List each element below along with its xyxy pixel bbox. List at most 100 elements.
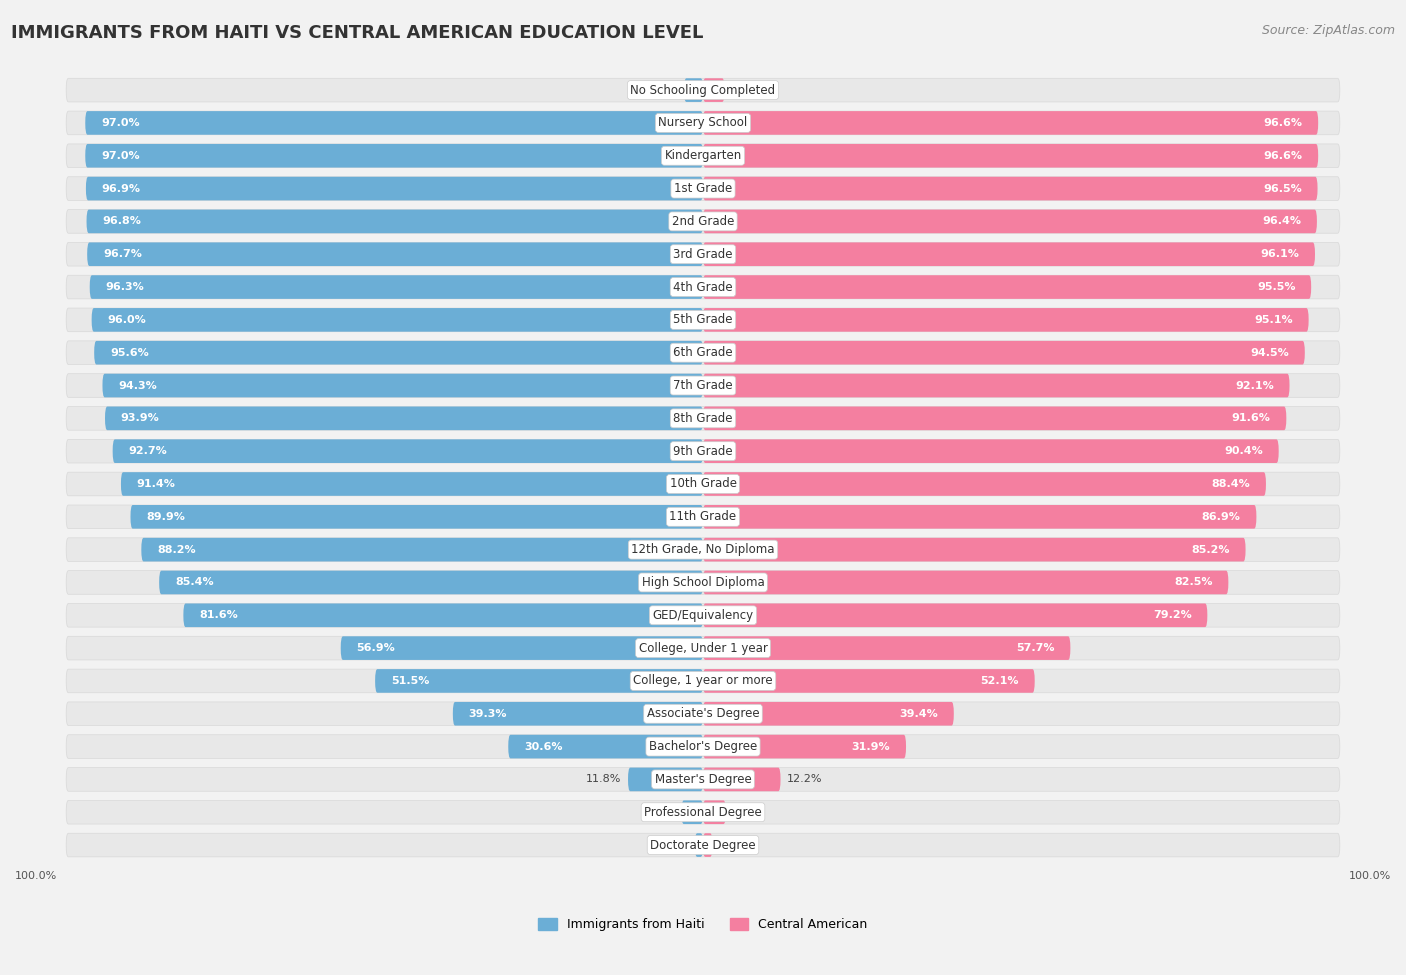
FancyBboxPatch shape: [703, 308, 1309, 332]
Text: 3.6%: 3.6%: [733, 807, 761, 817]
FancyBboxPatch shape: [86, 111, 703, 135]
FancyBboxPatch shape: [66, 308, 1340, 332]
FancyBboxPatch shape: [703, 275, 1312, 299]
FancyBboxPatch shape: [703, 144, 1319, 168]
FancyBboxPatch shape: [703, 440, 1278, 463]
FancyBboxPatch shape: [66, 373, 1340, 398]
Text: Associate's Degree: Associate's Degree: [647, 707, 759, 721]
FancyBboxPatch shape: [66, 78, 1340, 102]
Text: 96.7%: 96.7%: [103, 250, 142, 259]
Text: 4th Grade: 4th Grade: [673, 281, 733, 293]
FancyBboxPatch shape: [703, 210, 1317, 233]
Text: 39.3%: 39.3%: [468, 709, 508, 719]
FancyBboxPatch shape: [66, 767, 1340, 792]
FancyBboxPatch shape: [66, 735, 1340, 759]
FancyBboxPatch shape: [703, 341, 1305, 365]
FancyBboxPatch shape: [183, 604, 703, 627]
Text: 88.2%: 88.2%: [157, 545, 195, 555]
FancyBboxPatch shape: [66, 800, 1340, 824]
Text: 90.4%: 90.4%: [1225, 447, 1263, 456]
FancyBboxPatch shape: [142, 538, 703, 562]
FancyBboxPatch shape: [131, 505, 703, 528]
Text: High School Diploma: High School Diploma: [641, 576, 765, 589]
FancyBboxPatch shape: [90, 275, 703, 299]
Legend: Immigrants from Haiti, Central American: Immigrants from Haiti, Central American: [533, 914, 873, 936]
FancyBboxPatch shape: [703, 604, 1208, 627]
FancyBboxPatch shape: [86, 176, 703, 201]
FancyBboxPatch shape: [508, 735, 703, 759]
FancyBboxPatch shape: [628, 767, 703, 792]
FancyBboxPatch shape: [66, 243, 1340, 266]
Text: 96.8%: 96.8%: [103, 216, 141, 226]
Text: 56.9%: 56.9%: [357, 644, 395, 653]
FancyBboxPatch shape: [87, 210, 703, 233]
Text: 97.0%: 97.0%: [101, 118, 139, 128]
Text: Bachelor's Degree: Bachelor's Degree: [650, 740, 756, 753]
Text: 96.3%: 96.3%: [105, 282, 145, 292]
Text: 57.7%: 57.7%: [1017, 644, 1054, 653]
Text: 82.5%: 82.5%: [1174, 577, 1212, 588]
Text: 93.9%: 93.9%: [121, 413, 159, 423]
Text: 11.8%: 11.8%: [586, 774, 621, 785]
Text: 96.4%: 96.4%: [1263, 216, 1301, 226]
Text: 86.9%: 86.9%: [1202, 512, 1240, 522]
FancyBboxPatch shape: [66, 275, 1340, 299]
Text: 95.1%: 95.1%: [1254, 315, 1294, 325]
Text: GED/Equivalency: GED/Equivalency: [652, 608, 754, 622]
FancyBboxPatch shape: [685, 78, 703, 102]
FancyBboxPatch shape: [159, 570, 703, 595]
Text: 91.6%: 91.6%: [1232, 413, 1271, 423]
Text: 97.0%: 97.0%: [101, 151, 139, 161]
Text: 1.5%: 1.5%: [718, 840, 747, 850]
FancyBboxPatch shape: [703, 373, 1289, 398]
FancyBboxPatch shape: [103, 373, 703, 398]
Text: 79.2%: 79.2%: [1153, 610, 1192, 620]
Text: No Schooling Completed: No Schooling Completed: [630, 84, 776, 97]
Text: Professional Degree: Professional Degree: [644, 805, 762, 819]
Text: 6th Grade: 6th Grade: [673, 346, 733, 359]
Text: 3.0%: 3.0%: [650, 85, 678, 96]
FancyBboxPatch shape: [87, 243, 703, 266]
Text: Kindergarten: Kindergarten: [665, 149, 741, 162]
FancyBboxPatch shape: [94, 341, 703, 365]
FancyBboxPatch shape: [66, 176, 1340, 201]
FancyBboxPatch shape: [703, 243, 1315, 266]
FancyBboxPatch shape: [703, 735, 905, 759]
Text: College, Under 1 year: College, Under 1 year: [638, 642, 768, 654]
Text: 30.6%: 30.6%: [524, 742, 562, 752]
FancyBboxPatch shape: [375, 669, 703, 693]
Text: 100.0%: 100.0%: [15, 872, 58, 881]
Text: 12.2%: 12.2%: [787, 774, 823, 785]
FancyBboxPatch shape: [703, 538, 1246, 562]
FancyBboxPatch shape: [703, 78, 724, 102]
Text: 91.4%: 91.4%: [136, 479, 176, 489]
Text: 92.1%: 92.1%: [1234, 380, 1274, 391]
Text: Nursery School: Nursery School: [658, 116, 748, 130]
Text: 81.6%: 81.6%: [200, 610, 238, 620]
FancyBboxPatch shape: [66, 341, 1340, 365]
FancyBboxPatch shape: [453, 702, 703, 725]
Text: 52.1%: 52.1%: [980, 676, 1019, 686]
Text: 96.1%: 96.1%: [1260, 250, 1299, 259]
FancyBboxPatch shape: [66, 669, 1340, 693]
Text: 94.3%: 94.3%: [118, 380, 157, 391]
Text: 100.0%: 100.0%: [1348, 872, 1391, 881]
Text: 89.9%: 89.9%: [146, 512, 186, 522]
FancyBboxPatch shape: [703, 637, 1070, 660]
FancyBboxPatch shape: [112, 440, 703, 463]
FancyBboxPatch shape: [66, 407, 1340, 430]
FancyBboxPatch shape: [66, 702, 1340, 725]
FancyBboxPatch shape: [66, 637, 1340, 660]
Text: 96.6%: 96.6%: [1264, 151, 1302, 161]
FancyBboxPatch shape: [66, 144, 1340, 168]
Text: 9th Grade: 9th Grade: [673, 445, 733, 457]
Text: Source: ZipAtlas.com: Source: ZipAtlas.com: [1261, 24, 1395, 37]
FancyBboxPatch shape: [703, 111, 1319, 135]
Text: Doctorate Degree: Doctorate Degree: [650, 838, 756, 851]
Text: 1.3%: 1.3%: [659, 840, 689, 850]
FancyBboxPatch shape: [86, 144, 703, 168]
Text: 12th Grade, No Diploma: 12th Grade, No Diploma: [631, 543, 775, 556]
Text: 95.5%: 95.5%: [1257, 282, 1295, 292]
Text: 85.2%: 85.2%: [1191, 545, 1230, 555]
FancyBboxPatch shape: [703, 702, 953, 725]
